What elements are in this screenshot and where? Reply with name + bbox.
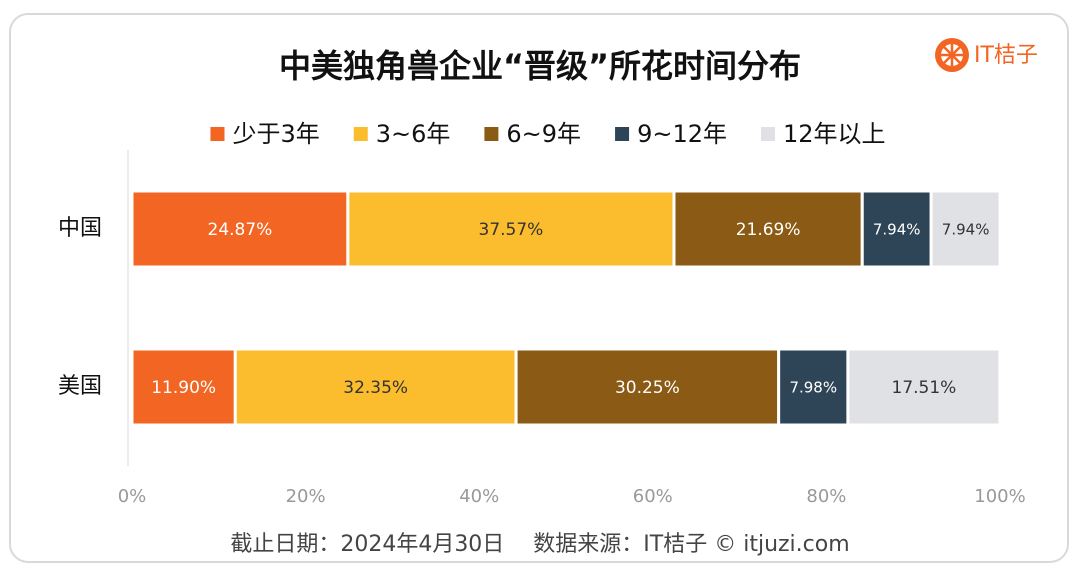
source-note: 截止日期：2024年4月30日 数据来源：IT桔子 © itjuzi.com xyxy=(230,532,849,557)
bar-segment xyxy=(846,347,1002,427)
brand-name: IT桔子 xyxy=(974,43,1038,68)
bar-segment xyxy=(860,189,933,269)
value-label: 7.94% xyxy=(942,221,990,239)
value-label: 24.87% xyxy=(208,220,273,240)
category-label: 中国 xyxy=(58,216,102,241)
legend-label: 9~12年 xyxy=(637,120,727,148)
value-label: 7.98% xyxy=(789,379,837,397)
bar-segment xyxy=(777,347,850,427)
x-tick-label: 40% xyxy=(459,486,499,507)
chart-title: 中美独角兽企业“晋级”所花时间分布 xyxy=(279,47,801,85)
value-label: 11.90% xyxy=(151,378,216,398)
x-tick-label: 100% xyxy=(974,486,1025,507)
value-label: 7.94% xyxy=(873,221,921,239)
legend-swatch xyxy=(210,127,225,141)
value-label: 37.57% xyxy=(479,220,544,240)
value-label: 21.69% xyxy=(736,220,801,240)
brand-logo: IT桔子 xyxy=(935,38,1038,72)
legend-swatch xyxy=(615,127,630,141)
bar-segment xyxy=(130,347,237,427)
x-tick-label: 60% xyxy=(633,486,673,507)
bar-segment xyxy=(233,347,518,427)
card xyxy=(9,13,1069,563)
x-tick-label: 80% xyxy=(806,486,846,507)
value-label: 17.51% xyxy=(892,378,957,398)
legend-label: 3~6年 xyxy=(376,120,451,148)
legend-swatch xyxy=(353,127,368,141)
legend: 少于3年 3~6年 6~9年 9~12年 12年以上 xyxy=(210,120,886,148)
x-tick-label: 0% xyxy=(118,486,147,507)
bar-segment xyxy=(514,347,781,427)
legend-label: 少于3年 xyxy=(232,120,319,148)
bar-segment xyxy=(929,189,1002,269)
value-label: 30.25% xyxy=(615,378,680,398)
x-tick-label: 20% xyxy=(286,486,326,507)
bar-segment xyxy=(130,189,350,269)
bar-segment xyxy=(346,189,676,269)
legend-swatch xyxy=(760,127,775,141)
value-label: 32.35% xyxy=(343,378,408,398)
legend-label: 12年以上 xyxy=(783,120,886,148)
legend-swatch xyxy=(484,127,499,141)
category-label: 美国 xyxy=(58,374,102,399)
legend-label: 6~9年 xyxy=(506,120,581,148)
